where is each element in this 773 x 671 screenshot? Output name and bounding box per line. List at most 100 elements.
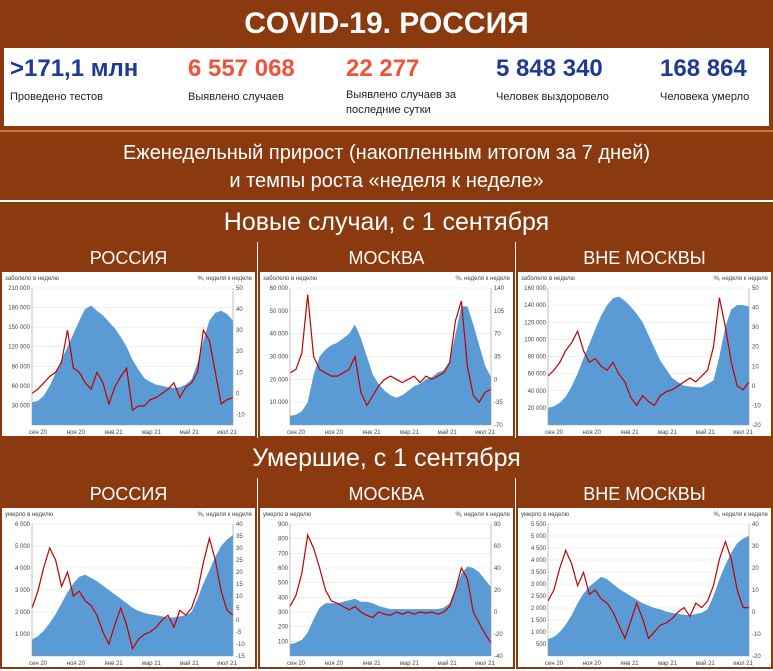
area-series	[548, 296, 749, 425]
y-tick-label: 120 000	[8, 345, 30, 351]
y2-axis-label: %, неделя к неделе	[197, 276, 252, 282]
stat-label: Выявлено случаев за последние сутки	[346, 89, 457, 116]
y2-tick-label: -20	[752, 423, 761, 429]
y-axis-label: заболело в неделю	[5, 276, 59, 282]
x-tick-label: сен 20	[545, 430, 564, 436]
y2-tick-label: 20	[236, 570, 243, 576]
y2-tick-label: 5	[236, 606, 240, 612]
y2-tick-label: 10	[236, 370, 243, 376]
y2-axis-label: %, неделя к неделе	[197, 512, 252, 518]
x-tick-label: ноя 20	[67, 430, 86, 436]
y2-tick-label: 0	[494, 610, 498, 616]
y-tick-label: 60 000	[528, 372, 547, 378]
subtitle-line-1: Еженедельный прирост (накопленным итогом…	[122, 142, 651, 164]
y2-tick-label: -10	[752, 403, 761, 409]
x-tick-label: сен 20	[287, 430, 306, 436]
y2-tick-label: 10	[752, 364, 759, 370]
y2-tick-label: 30	[236, 546, 243, 552]
y-axis-label: заболело в неделю	[263, 276, 317, 282]
x-tick-label: июл 21	[475, 661, 495, 667]
chart-deaths-moscow: умерло в неделю%, неделя к неделе9008007…	[263, 512, 511, 667]
panel-title: РОССИЯ	[2, 244, 255, 272]
y-tick-label: 4 500	[531, 546, 547, 552]
stat-label: Выявлено случаев	[188, 91, 284, 103]
y-tick-label: 20 000	[528, 406, 547, 412]
y2-tick-label: 40	[752, 522, 759, 528]
line-series	[547, 297, 750, 407]
y2-axis-label: %, неделя к неделе	[713, 276, 768, 282]
y2-tick-label: -10	[236, 642, 245, 648]
y-tick-label: 2 000	[15, 610, 31, 616]
y-tick-label: 5 500	[531, 522, 547, 528]
x-tick-label: мар 21	[142, 661, 162, 667]
y-tick-label: 5 000	[15, 544, 31, 550]
y-tick-label: 600	[278, 566, 289, 572]
y-tick-label: 100	[278, 639, 289, 645]
area-series	[290, 566, 491, 656]
y-tick-label: 20 000	[270, 377, 289, 383]
x-tick-label: ноя 20	[583, 430, 602, 436]
x-tick-label: июл 21	[475, 430, 495, 436]
y-tick-label: 30 000	[270, 355, 289, 361]
x-tick-label: янв 21	[621, 430, 640, 436]
y2-tick-label: 20	[236, 349, 243, 355]
panel-title: ВНЕ МОСКВЫ	[518, 480, 771, 508]
line-series	[547, 539, 749, 641]
y-tick-label: 200	[278, 625, 289, 631]
x-tick-label: май 21	[438, 429, 458, 436]
stat-deaths: 168 864 Человека умерло	[660, 54, 749, 105]
y-tick-label: 40 000	[528, 389, 547, 395]
y-tick-label: 40 000	[270, 332, 289, 338]
chart-panel-cases-moscow: МОСКВА заболело в неделю %, неделя к неде…	[258, 242, 515, 438]
chart-cases-regions: заболело в неделю %, неделя к неделе 160 0…	[521, 276, 769, 436]
y2-tick-label: 105	[494, 309, 505, 315]
area-series	[32, 535, 233, 656]
y2-tick-label: -40	[494, 654, 503, 660]
y-tick-label: 400	[278, 595, 289, 601]
x-tick-label: май 21	[180, 660, 200, 667]
y2-tick-label: 0	[752, 610, 756, 616]
x-tick-label: мар 21	[400, 430, 420, 436]
y2-tick-label: 30	[236, 328, 243, 334]
y2-tick-label: 40	[236, 307, 243, 313]
y2-tick-label: 40	[752, 306, 759, 312]
y2-tick-label: 25	[236, 558, 243, 564]
y-axis-label: заболело в неделю	[521, 276, 575, 282]
chart-panel-deaths-russia: РОССИЯ умерло в неделю %, неделя к неделе…	[0, 478, 257, 669]
x-tick-label: июл 21	[217, 661, 237, 667]
y-tick-label: 140 000	[524, 303, 546, 309]
stat-value: 5 848 340	[496, 55, 603, 82]
y-tick-label: 1 000	[15, 632, 31, 638]
x-tick-label: май 21	[180, 429, 200, 436]
y-tick-label: 120 000	[524, 320, 546, 326]
x-tick-label: сен 20	[545, 661, 564, 667]
y-tick-label: 10 000	[270, 400, 289, 406]
stat-label: Проведено тестов	[10, 91, 103, 103]
x-tick-label: июл 21	[217, 430, 237, 436]
y-axis-label: умерло в неделю	[5, 512, 54, 518]
x-tick-label: сен 20	[287, 661, 306, 667]
y-tick-label: 1 000	[531, 630, 547, 636]
x-tick-label: ноя 20	[325, 661, 344, 667]
y-tick-label: 300	[278, 610, 289, 616]
stat-value: >171,1 млн	[10, 55, 139, 82]
y-tick-label: 60 000	[270, 286, 289, 292]
y-tick-label: 4 000	[531, 558, 547, 564]
y2-axis-label: %, неделя к неделе	[455, 512, 510, 518]
panel-title: ВНЕ МОСКВЫ	[518, 244, 771, 272]
stats-panel: >171,1 млн Проведено тестов 6 557 068 Вы…	[0, 48, 773, 130]
area-series	[548, 536, 749, 656]
y-tick-label: 210 000	[8, 286, 30, 292]
subtitle: Еженедельный прирост (накопленным итогом…	[0, 130, 773, 200]
stat-recovered: 5 848 340 Человек выздоровело	[496, 54, 609, 105]
panel-title: МОСКВА	[260, 480, 513, 508]
y2-tick-label: -15	[236, 654, 245, 660]
subtitle-line-2: и темпы роста «неделя к неделе»	[229, 170, 544, 192]
y-tick-label: 80 000	[528, 355, 547, 361]
x-tick-label: май 21	[696, 429, 716, 436]
section-deaths-title: Умершие, с 1 сентября	[0, 438, 773, 478]
y-tick-label: 500	[278, 581, 289, 587]
y-tick-label: 4 000	[15, 566, 31, 572]
line-series	[31, 328, 234, 412]
x-tick-label: мар 21	[658, 661, 678, 667]
